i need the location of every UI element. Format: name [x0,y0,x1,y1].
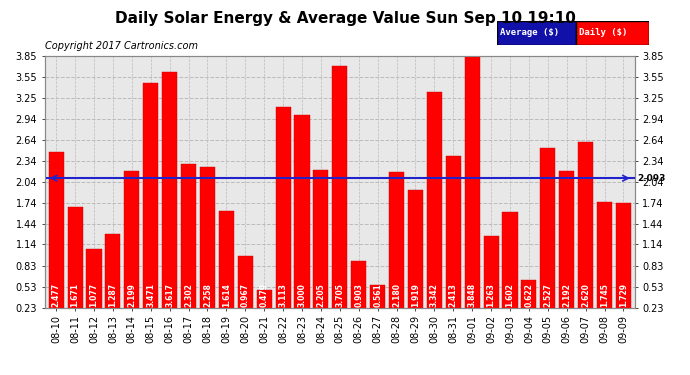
Text: 0.479: 0.479 [259,283,268,307]
Bar [200,167,215,324]
Bar [427,92,442,324]
FancyBboxPatch shape [575,21,649,45]
Text: 2.413: 2.413 [448,283,457,307]
Text: 1.745: 1.745 [600,283,609,307]
Text: 3.848: 3.848 [468,283,477,307]
Bar [295,115,310,324]
Text: 0.622: 0.622 [524,283,533,307]
Text: 0.967: 0.967 [241,283,250,307]
Text: 3.617: 3.617 [165,283,174,307]
Bar [313,170,328,324]
Text: 2.477: 2.477 [52,283,61,307]
Bar [540,148,555,324]
Text: 1.602: 1.602 [506,283,515,307]
Text: 2.258: 2.258 [203,283,212,307]
Text: 3.471: 3.471 [146,283,155,307]
Bar [616,204,631,324]
Bar [181,164,196,324]
Bar [559,171,574,324]
Text: Daily ($): Daily ($) [579,28,627,38]
Text: Daily Solar Energy & Average Value Sun Sep 10 19:10: Daily Solar Energy & Average Value Sun S… [115,11,575,26]
Bar [124,171,139,324]
Text: Copyright 2017 Cartronics.com: Copyright 2017 Cartronics.com [45,41,198,51]
Bar [68,207,83,324]
Text: 3.705: 3.705 [335,283,344,307]
Bar [238,256,253,324]
Bar [48,152,63,324]
Text: 3.342: 3.342 [430,283,439,307]
Text: 2.620: 2.620 [581,283,590,307]
Bar [106,234,121,324]
Text: 0.903: 0.903 [354,283,363,307]
Text: 2.205: 2.205 [317,283,326,307]
Bar [219,211,234,324]
FancyBboxPatch shape [497,21,575,45]
Bar [370,285,385,324]
Text: 1.287: 1.287 [108,283,117,307]
Bar [502,212,518,324]
Bar [275,107,290,324]
Bar [257,290,272,324]
Text: 2.180: 2.180 [392,283,401,307]
Text: 1.263: 1.263 [486,283,495,307]
Text: 1.671: 1.671 [70,283,79,307]
Bar [484,236,499,324]
Text: 1.614: 1.614 [222,283,231,307]
Text: 2.527: 2.527 [543,283,552,307]
Bar [464,56,480,324]
Text: 1.919: 1.919 [411,283,420,307]
Text: 0.561: 0.561 [373,283,382,307]
Text: 2.302: 2.302 [184,283,193,307]
Bar [578,142,593,324]
Text: 2.199: 2.199 [128,283,137,307]
Bar [351,261,366,324]
Text: 1.077: 1.077 [90,283,99,307]
Text: 2.093: 2.093 [638,174,666,183]
Text: Average ($): Average ($) [500,28,559,38]
Bar [446,156,461,324]
Bar [389,172,404,324]
Text: 1.729: 1.729 [619,283,628,307]
Bar [162,72,177,324]
Bar [144,82,158,324]
Text: 2.192: 2.192 [562,283,571,307]
Bar [333,66,347,324]
Bar [408,190,423,324]
Bar [86,249,101,324]
Text: 3.113: 3.113 [279,283,288,307]
Bar [597,202,612,324]
Text: 3.000: 3.000 [297,283,306,307]
Bar [522,280,536,324]
